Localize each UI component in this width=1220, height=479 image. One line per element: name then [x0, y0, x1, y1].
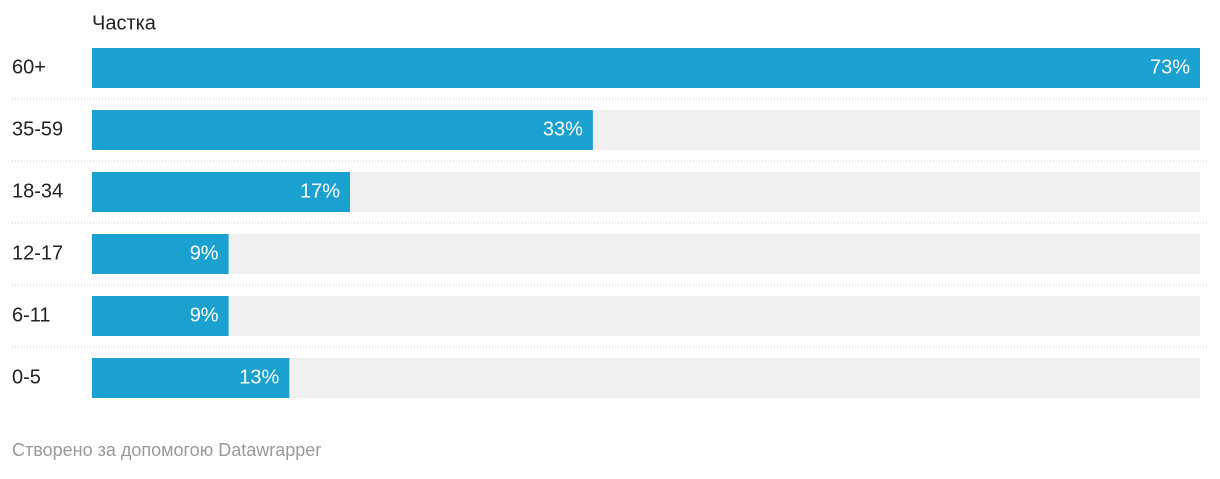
value-label: 17%	[300, 180, 340, 202]
column-header: Частка	[92, 12, 157, 34]
category-label: 35-59	[12, 118, 63, 140]
bar-track	[92, 296, 1200, 336]
bar	[92, 172, 351, 212]
category-label: 12-17	[12, 242, 63, 264]
category-label: 6-11	[12, 304, 51, 326]
category-label: 0-5	[12, 366, 41, 388]
bar	[92, 296, 229, 336]
category-label: 60+	[12, 56, 46, 78]
bar-track	[92, 234, 1200, 274]
value-label: 9%	[190, 242, 219, 264]
bar	[92, 358, 290, 398]
bar	[92, 110, 593, 150]
credit: Створено за допомогою Datawrapper	[12, 440, 321, 460]
value-label: 33%	[543, 118, 583, 140]
bar	[92, 234, 229, 274]
category-label: 18-34	[12, 180, 63, 202]
value-label: 73%	[1150, 56, 1190, 78]
value-label: 13%	[239, 366, 279, 388]
value-label: 9%	[190, 304, 219, 326]
bar	[92, 48, 1200, 88]
